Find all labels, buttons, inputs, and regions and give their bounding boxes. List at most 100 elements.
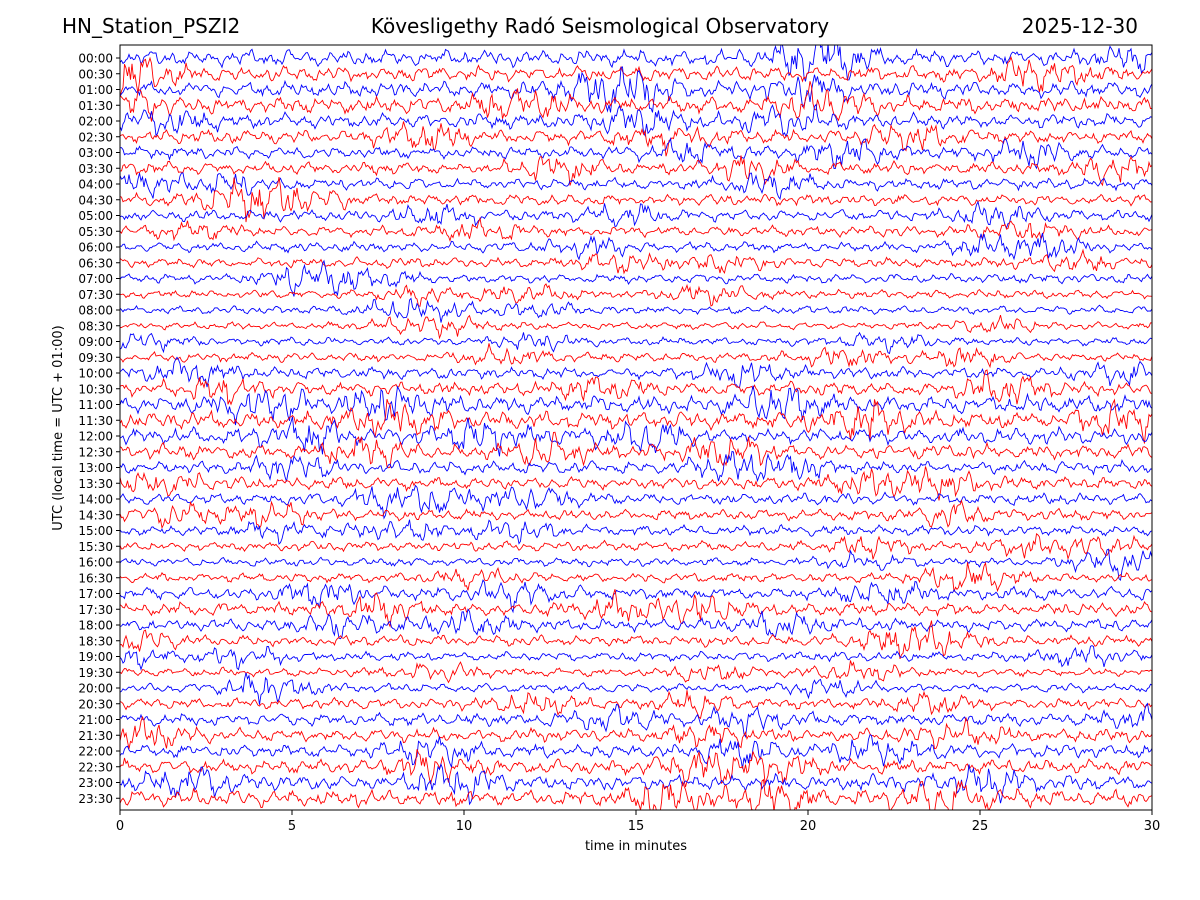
x-tick-label: 30	[1144, 819, 1161, 834]
y-tick-label: 14:30	[78, 508, 113, 522]
trace-1700	[120, 579, 1152, 614]
trace-0230	[120, 121, 1152, 157]
trace-1900	[120, 645, 1152, 671]
trace-2330	[120, 778, 1152, 810]
trace-0730	[120, 283, 1152, 307]
trace-0000	[120, 45, 1152, 82]
trace-0900	[120, 331, 1152, 355]
x-tick-label: 20	[800, 819, 817, 834]
y-tick-label: 04:30	[78, 193, 113, 207]
trace-1200	[120, 416, 1152, 457]
trace-1030	[120, 369, 1152, 406]
y-tick-label: 09:00	[78, 335, 113, 349]
y-tick-label: 18:30	[78, 634, 113, 648]
trace-1830	[120, 620, 1152, 660]
y-tick-label: 12:30	[78, 445, 113, 459]
trace-0300	[120, 137, 1152, 170]
y-tick-label: 03:30	[78, 162, 113, 176]
trace-2130	[120, 715, 1152, 750]
y-tick-label: 05:30	[78, 225, 113, 239]
y-tick-label: 02:30	[78, 130, 113, 144]
trace-0930	[120, 343, 1152, 369]
y-tick-label: 15:30	[78, 540, 113, 554]
trace-0630	[120, 248, 1152, 275]
plot-frame	[119, 44, 1153, 811]
y-tick-label: 22:30	[78, 760, 113, 774]
x-axis-label: time in minutes	[585, 839, 687, 854]
chart-date: 2025-12-30	[1021, 14, 1138, 38]
x-tick-label: 10	[456, 819, 473, 834]
y-tick-label: 07:30	[78, 288, 113, 302]
y-tick-label: 21:30	[78, 729, 113, 743]
trace-1730	[120, 589, 1152, 628]
trace-1100	[120, 385, 1152, 426]
trace-0430	[120, 177, 1152, 223]
trace-0330	[120, 155, 1152, 187]
y-tick-label: 20:00	[78, 682, 113, 696]
trace-1000	[120, 356, 1152, 389]
trace-2030	[120, 690, 1152, 720]
trace-1430	[120, 499, 1152, 530]
y-tick-label: 12:00	[78, 430, 113, 444]
y-tick-label: 16:30	[78, 571, 113, 585]
y-tick-label: 16:00	[78, 556, 113, 570]
y-tick-label: 01:30	[78, 99, 113, 113]
trace-1400	[120, 484, 1152, 520]
trace-2230	[120, 749, 1152, 788]
y-tick-label: 06:30	[78, 256, 113, 270]
trace-1530	[120, 532, 1152, 561]
y-tick-label: 20:30	[78, 697, 113, 711]
y-tick-label: 02:00	[78, 115, 113, 129]
y-tick-label: 10:30	[78, 382, 113, 396]
y-tick-label: 13:00	[78, 461, 113, 475]
trace-0030	[120, 55, 1152, 98]
y-tick-label: 23:00	[78, 776, 113, 790]
y-tick-label: 22:00	[78, 745, 113, 759]
trace-1930	[120, 660, 1152, 684]
y-tick-label: 17:30	[78, 603, 113, 617]
y-tick-label: 11:30	[78, 414, 113, 428]
y-tick-label: 06:00	[78, 241, 113, 255]
y-tick-label: 08:30	[78, 319, 113, 333]
trace-0800	[120, 297, 1152, 323]
y-tick-label: 21:00	[78, 713, 113, 727]
trace-0600	[120, 232, 1152, 261]
trace-1630	[120, 561, 1152, 593]
trace-0400	[120, 172, 1152, 200]
trace-2000	[120, 672, 1152, 705]
y-axis-label: UTC (local time = UTC + 01:00)	[51, 325, 66, 530]
x-tick-label: 25	[972, 819, 989, 834]
trace-1800	[120, 608, 1152, 640]
trace-1330	[120, 466, 1152, 501]
trace-0500	[120, 200, 1152, 230]
y-tick-label: 07:00	[78, 272, 113, 286]
trace-1500	[120, 519, 1152, 545]
trace-1230	[120, 431, 1152, 469]
y-tick-label: 11:00	[78, 398, 113, 412]
y-tick-label: 00:30	[78, 67, 113, 81]
chart-title: Kövesligethy Radó Seismological Observat…	[370, 14, 830, 38]
y-tick-label: 08:00	[78, 304, 113, 318]
y-tick-label: 10:00	[78, 367, 113, 381]
y-tick-label: 13:30	[78, 477, 113, 491]
trace-2300	[120, 763, 1152, 806]
y-tick-label: 05:00	[78, 209, 113, 223]
x-tick-label: 5	[288, 819, 296, 834]
y-tick-label: 04:00	[78, 178, 113, 192]
y-tick-label: 14:00	[78, 493, 113, 507]
station-name: HN_Station_PSZI2	[62, 14, 241, 38]
y-tick-label: 09:30	[78, 351, 113, 365]
x-tick-label: 15	[628, 819, 645, 834]
y-tick-label: 03:00	[78, 146, 113, 160]
y-tick-label: 19:30	[78, 666, 113, 680]
y-tick-label: 18:00	[78, 619, 113, 633]
y-tick-label: 00:00	[78, 52, 113, 66]
y-tick-label: 17:00	[78, 587, 113, 601]
trace-0100	[120, 66, 1152, 113]
trace-0700	[120, 259, 1152, 297]
y-tick-label: 19:00	[78, 650, 113, 664]
trace-1130	[120, 398, 1152, 444]
trace-layer	[120, 45, 1152, 810]
